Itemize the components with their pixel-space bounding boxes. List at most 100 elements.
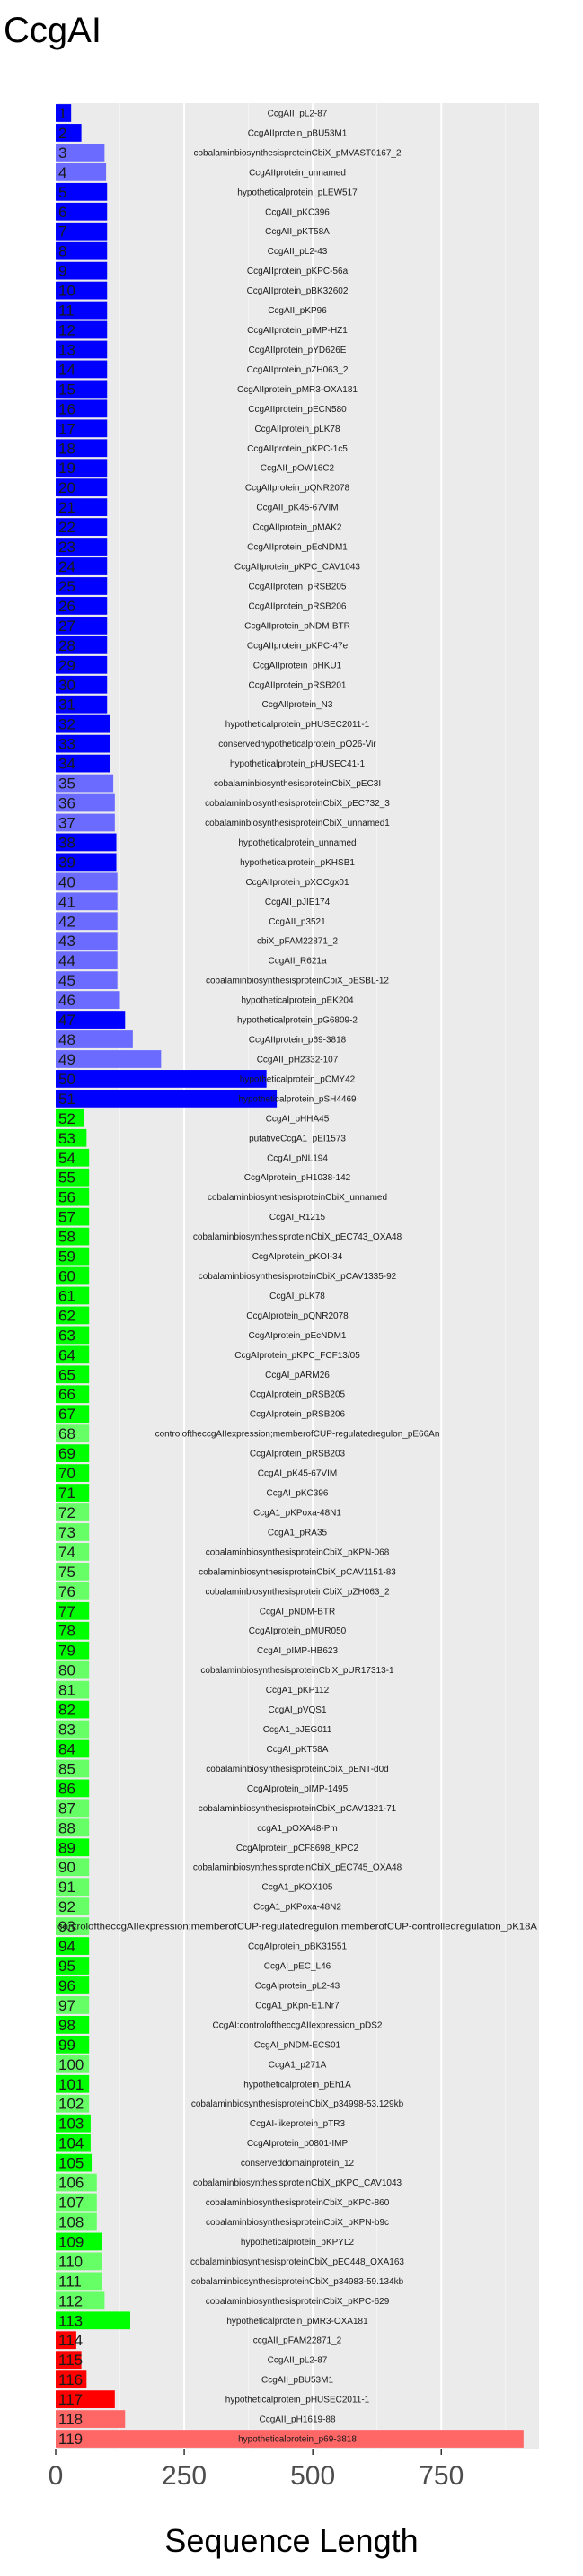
bar [56, 1128, 87, 1147]
bar [56, 2272, 102, 2291]
bar-index-label: 92 [58, 1898, 75, 1915]
bar-name-label: CcgAII_pK45-67VIM [256, 504, 338, 513]
bar [56, 320, 108, 339]
bar-name-label: cobalaminbiosynthesisproteinCbiX_unnamed [208, 1193, 387, 1203]
bar-index-label: 68 [58, 1425, 75, 1442]
plot-panel [56, 103, 539, 2449]
bar-index-label: 12 [58, 322, 75, 339]
bar-index-label: 16 [58, 400, 75, 417]
bar [56, 1503, 90, 1521]
bar-index-label: 67 [58, 1406, 75, 1423]
bar-name-label: CcgAI_pKT58A [267, 1745, 329, 1755]
bar-name-label: hypotheticalprotein_pCMY42 [240, 1074, 356, 1084]
bar [56, 182, 108, 201]
bar-name-label: CcgAIIprotein_pRSB205 [249, 582, 347, 591]
bar-name-label: CcgAIIprotein_pMAK2 [253, 523, 342, 533]
bar-index-label: 105 [58, 2155, 84, 2172]
bar-name-label: CcgAIIprotein_p69-3818 [249, 1036, 347, 1046]
bar-index-label: 103 [58, 2116, 84, 2133]
bar-index-label: 100 [58, 2056, 84, 2073]
bar-index-label: 18 [58, 440, 75, 457]
bar [56, 2193, 97, 2212]
bar [56, 2291, 105, 2310]
bar [56, 1582, 90, 1600]
bar [56, 1799, 90, 1818]
bar [56, 1286, 90, 1305]
bar-index-label: 47 [58, 1012, 75, 1029]
bar-name-label: CcgAIprotein_pIMP-1495 [247, 1784, 349, 1794]
bar [56, 1543, 90, 1561]
bar [56, 538, 108, 556]
bar [56, 1779, 90, 1798]
bar-name-label: CcgAIprotein_pRSB206 [250, 1410, 346, 1420]
bar [56, 1484, 90, 1502]
bar [56, 2094, 90, 2113]
bar [56, 1957, 90, 1975]
bar-index-label: 38 [58, 834, 75, 851]
bar [56, 439, 108, 458]
bar-name-label: ccgAII_pFAM22871_2 [253, 2336, 342, 2346]
bar-index-label: 1 [58, 105, 66, 122]
x-tick-label: 500 [290, 2461, 335, 2491]
bar [56, 1345, 90, 1364]
bar-name-label: CcgAII_pH1619-88 [259, 2415, 335, 2425]
bar-index-label: 6 [58, 204, 66, 221]
bar-name-label: CcgAIIprotein_pKPC-47e [247, 641, 349, 651]
bar [56, 261, 108, 280]
bar [56, 695, 108, 714]
bar [56, 872, 118, 891]
bar [56, 1680, 90, 1699]
bar-name-label: cobalaminbiosynthesisproteinCbiX_pKPN-b9… [206, 2218, 389, 2228]
bar-name-label: CcgAIprotein_pL2-43 [255, 1981, 340, 1991]
bar-index-label: 58 [58, 1229, 75, 1246]
bar-name-label: putativeCcgA1_pEI1573 [249, 1134, 346, 1143]
bar [56, 1660, 90, 1679]
bar-index-label: 26 [58, 598, 75, 615]
bar [56, 734, 110, 753]
bar-index-label: 95 [58, 1958, 75, 1975]
bar-name-label: CcgA1_pKPoxa-48N1 [253, 1508, 341, 1518]
bar-name-label: cobalaminbiosynthesisproteinCbiX_pMVAST0… [193, 148, 401, 158]
bar [56, 2074, 90, 2093]
bar-name-label: ccgA1_pOXA48-Pm [257, 1824, 338, 1834]
bar [56, 1306, 90, 1325]
bar-index-label: 32 [58, 716, 75, 733]
bar [56, 2232, 102, 2251]
bar-name-label: CcgAIIprotein_pKPC-56a [247, 267, 349, 276]
bar [56, 459, 108, 478]
bar-index-label: 34 [58, 756, 75, 773]
bar [56, 1562, 90, 1581]
bar-index-label: 86 [58, 1780, 75, 1797]
bar-name-label: CcgAI_pVQS1 [268, 1705, 326, 1715]
bar-index-label: 2 [58, 125, 66, 142]
bar-name-label: CcgAIIprotein_pMR3-OXA181 [237, 385, 358, 395]
bar [56, 1720, 90, 1739]
bar-name-label: hypotheticalprotein_pHUSEC2011-1 [225, 2396, 370, 2405]
x-axis: 0 250 500 750 [49, 2449, 464, 2491]
bar-index-label: 14 [58, 361, 75, 378]
bar [56, 399, 108, 418]
bar-name-label: CcgAII_pL2-87 [268, 2356, 328, 2366]
bar-name-label: CcgA1_p271A [269, 2060, 327, 2070]
bar-name-label: hypotheticalprotein_p69-3818 [238, 2435, 357, 2445]
bar-name-label: cobalaminbiosynthesisproteinCbiX_pKPC-62… [206, 2297, 390, 2307]
bar-name-label: CcgAII_pL2-43 [268, 247, 328, 257]
bar-index-label: 101 [58, 2076, 84, 2093]
bar-name-label: cobalaminbiosynthesisproteinCbiX_pKPN-06… [206, 1547, 390, 1557]
bar [56, 1878, 90, 1897]
bar-index-label: 106 [58, 2175, 84, 2192]
bar-index-label: 77 [58, 1603, 75, 1620]
bar-name-label: CcgAI_pNDM-BTR [260, 1607, 335, 1617]
bar [56, 714, 110, 733]
bar-name-label: cobalaminbiosynthesisproteinCbiX_p34983-… [191, 2277, 404, 2287]
bar-name-label: cobalaminbiosynthesisproteinCbiX_pCAV133… [199, 1272, 397, 1282]
bar-name-label: CcgAIprotein_pKPC_FCF13/05 [234, 1351, 360, 1361]
bar-name-label: CcgAI_R1215 [269, 1213, 326, 1222]
bar [56, 1148, 90, 1167]
bar-index-label: 91 [58, 1879, 75, 1896]
bar [56, 2173, 97, 2192]
bar-name-label: CcgAIIprotein_pYD626E [249, 346, 347, 355]
x-axis-title: Sequence Length [164, 2522, 419, 2559]
bar-index-label: 118 [58, 2411, 83, 2428]
bar-index-label: 65 [58, 1366, 75, 1383]
